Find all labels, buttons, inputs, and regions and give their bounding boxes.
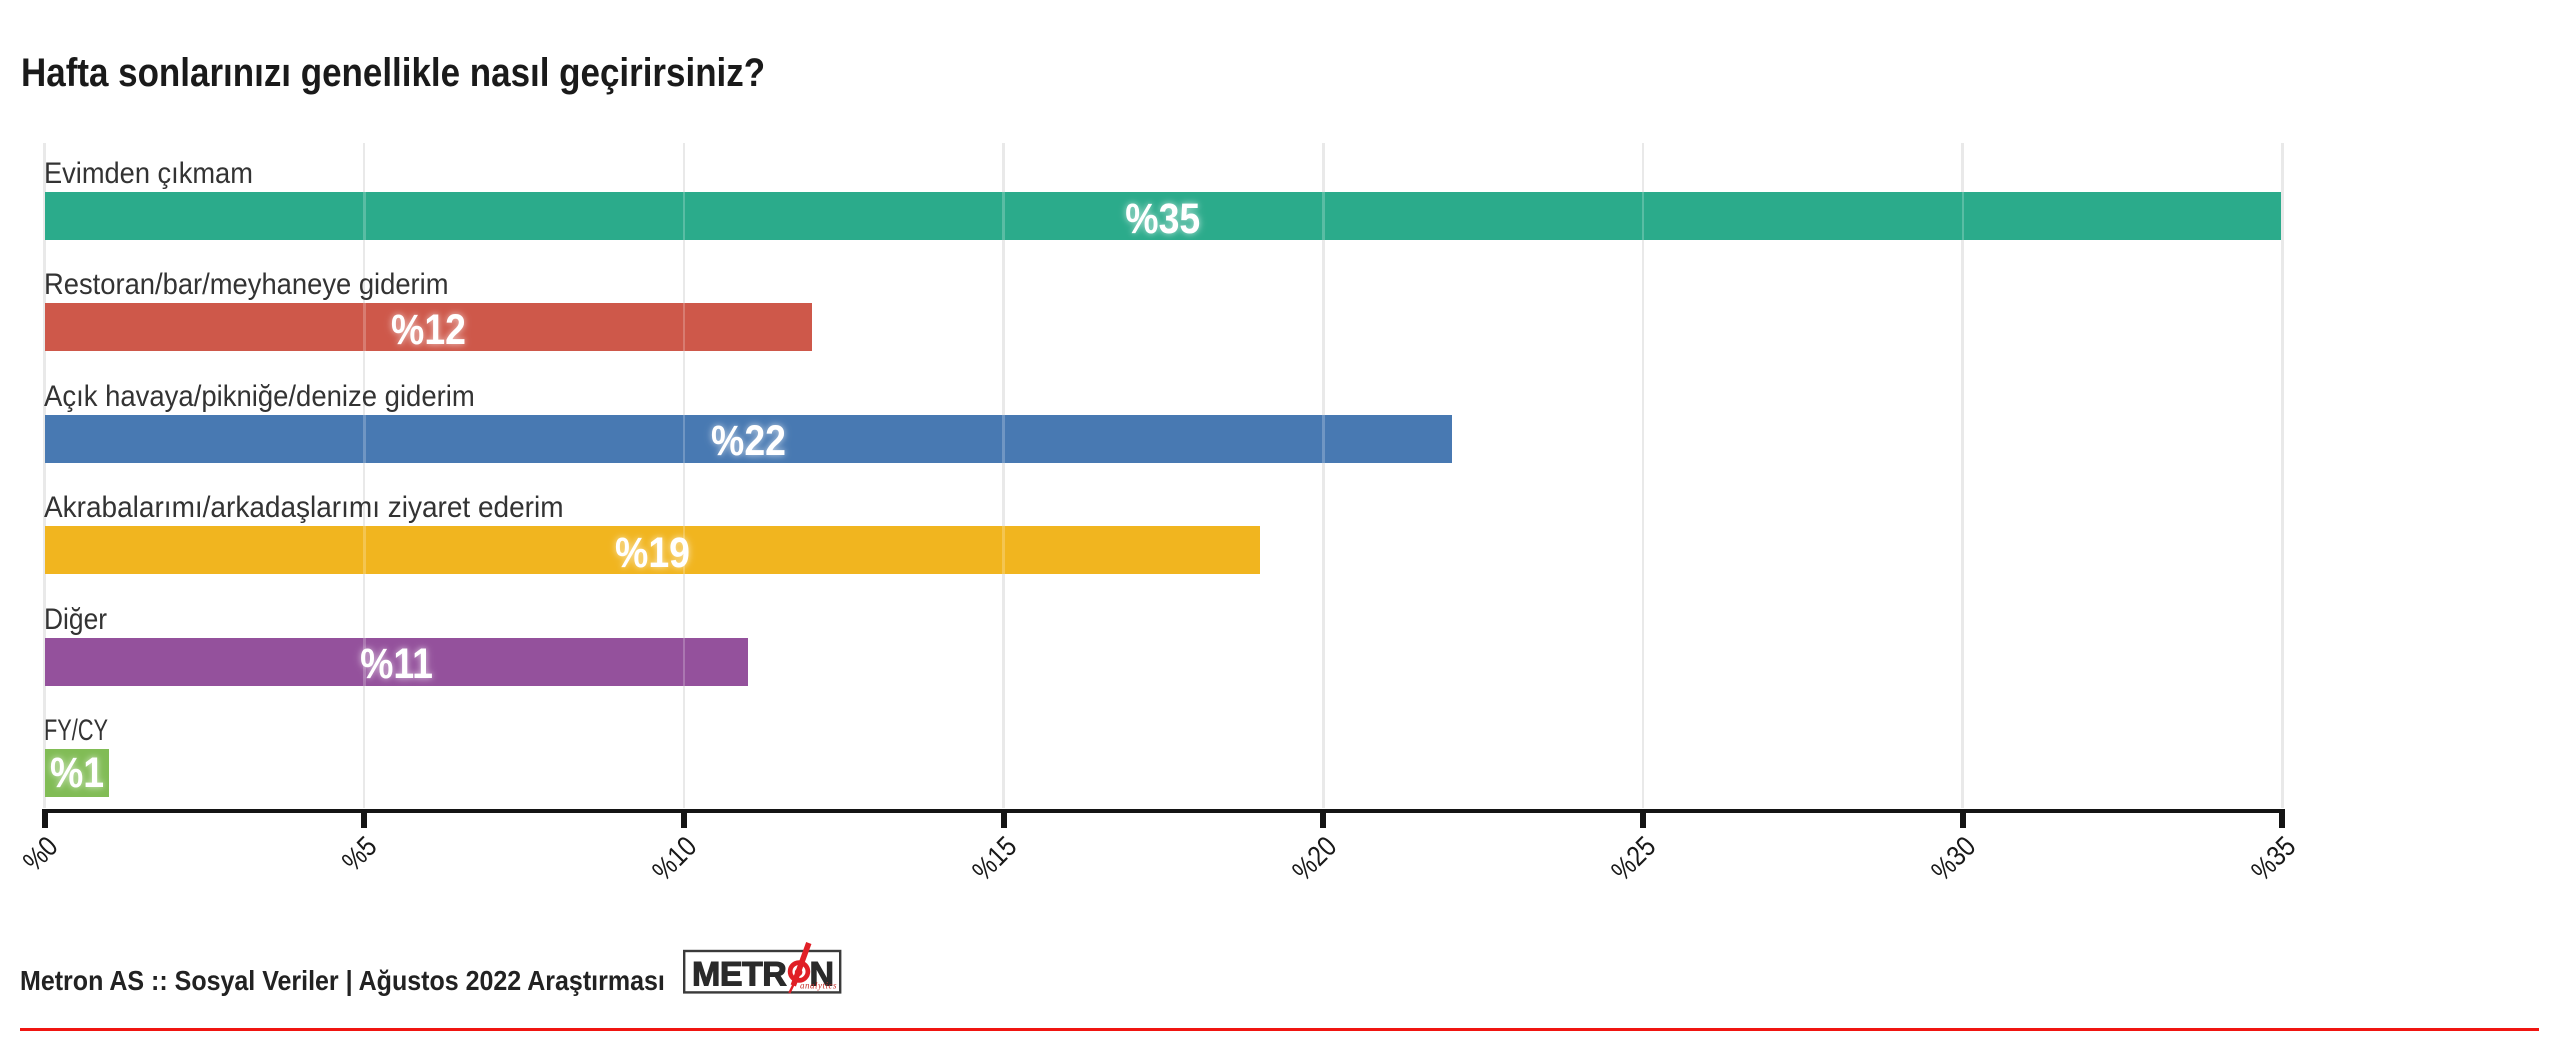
svg-text:analytics: analytics (800, 981, 837, 991)
svg-text:METR: METR (692, 956, 786, 994)
svg-text:N: N (810, 956, 835, 994)
